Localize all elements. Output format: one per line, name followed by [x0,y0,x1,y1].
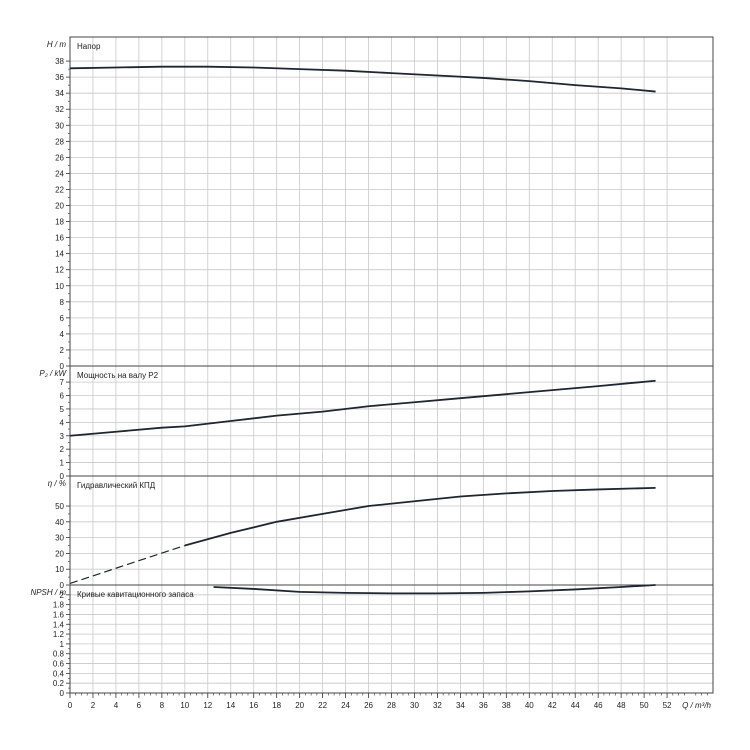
y-tick-label: 1.6 [53,610,65,619]
x-tick-label: 14 [226,701,235,710]
y-axis-label: H / m [47,40,66,49]
y-tick-label: 3 [60,432,65,441]
panel-title: Напор [77,42,101,51]
y-tick-label: 38 [55,57,64,66]
panel-3: 0 10 20 30 40 50 η / % Гидравлический КПД [48,475,714,590]
y-tick-label: 26 [55,153,64,162]
x-tick-label: 10 [180,701,189,710]
y-tick-label: 2 [60,346,65,355]
y-tick-label: 4 [60,330,65,339]
y-tick-label: 6 [60,392,65,401]
x-tick-label: 46 [594,701,603,710]
x-tick-label: 42 [548,701,557,710]
y-tick-label: 1.4 [53,620,65,629]
y-tick-label: 0 [60,472,65,481]
series-line [69,65,656,93]
x-tick-label: 48 [617,701,626,710]
y-tick-label: 10 [55,282,64,291]
y-tick-label: 30 [55,534,64,543]
x-tick-label: 28 [387,701,396,710]
y-tick-label: 1 [60,640,65,649]
y-tick-label: 6 [60,314,65,323]
y-axis-label: NPSH / m [30,588,66,597]
y-tick-label: 0 [60,581,65,590]
y-tick-label: 1 [60,459,65,468]
series-line-dashed [69,544,186,584]
x-tick-label: 36 [479,701,488,710]
y-tick-label: 0 [60,362,65,371]
x-tick-label: 38 [502,701,511,710]
y-tick-label: 0 [60,689,65,698]
y-tick-label: 28 [55,137,64,146]
y-tick-label: 2 [60,445,65,454]
series-line [184,486,656,547]
x-tick-label: 6 [137,701,142,710]
y-tick-label: 14 [55,250,64,259]
x-tick-label: 8 [160,701,165,710]
y-tick-label: 40 [55,518,64,527]
x-tick-label: 52 [663,701,672,710]
y-tick-label: 8 [60,298,65,307]
panel-title: Гидравлический КПД [77,481,156,490]
x-tick-label: 2 [91,701,96,710]
y-tick-label: 50 [55,502,64,511]
x-tick-label: 44 [571,701,580,710]
y-tick-label: 18 [55,218,64,227]
x-tick-label: 20 [295,701,304,710]
panel-title: Кривые кавитационного запаса [77,590,194,599]
series-line [213,584,656,595]
x-tick-label: 16 [249,701,258,710]
y-tick-label: 0.4 [53,669,65,678]
y-axis-label: P₂ / kW [39,369,67,378]
y-tick-label: 1.8 [53,601,65,610]
y-tick-label: 7 [60,378,65,387]
y-tick-label: 10 [55,565,64,574]
x-tick-label: 22 [318,701,327,710]
panel-title: Мощность на валу P2 [77,371,159,380]
y-tick-label: 1.2 [53,630,65,639]
x-tick-label: 50 [640,701,649,710]
x-tick-label: 0 [68,701,73,710]
x-tick-label: 18 [272,701,281,710]
x-tick-label: 40 [525,701,534,710]
y-tick-label: 0.8 [53,650,65,659]
y-tick-label: 30 [55,121,64,130]
x-tick-label: 32 [433,701,442,710]
y-tick-label: 24 [55,169,64,178]
y-tick-label: 32 [55,105,64,114]
y-tick-label: 0.2 [53,679,65,688]
x-tick-label: 4 [114,701,119,710]
y-tick-label: 12 [55,266,64,275]
y-tick-label: 5 [60,405,65,414]
x-tick-label: 26 [364,701,373,710]
y-tick-label: 36 [55,73,64,82]
x-tick-label: 34 [456,701,465,710]
y-tick-label: 20 [55,549,64,558]
y-tick-label: 0.6 [53,660,65,669]
y-axis-label: η / % [48,479,66,488]
x-axis-label: Q / m³/h [682,701,711,710]
x-tick-label: 12 [203,701,212,710]
x-axis: 0 2 4 6 8 10 12 14 16 18 20 22 24 26 28 30 32 34 36 38 40 42 4… [68,693,712,710]
y-tick-label: 2 [60,591,65,600]
panel-2: 0 1 2 3 4 5 6 7P₂ / kW Мощность на валу P2 [39,365,714,481]
series-line [69,379,656,437]
y-tick-label: 16 [55,234,64,243]
y-tick-label: 22 [55,185,64,194]
y-tick-label: 20 [55,202,64,211]
x-tick-label: 30 [410,701,419,710]
y-tick-label: 34 [55,89,64,98]
x-tick-label: 24 [341,701,350,710]
y-tick-label: 4 [60,418,65,427]
